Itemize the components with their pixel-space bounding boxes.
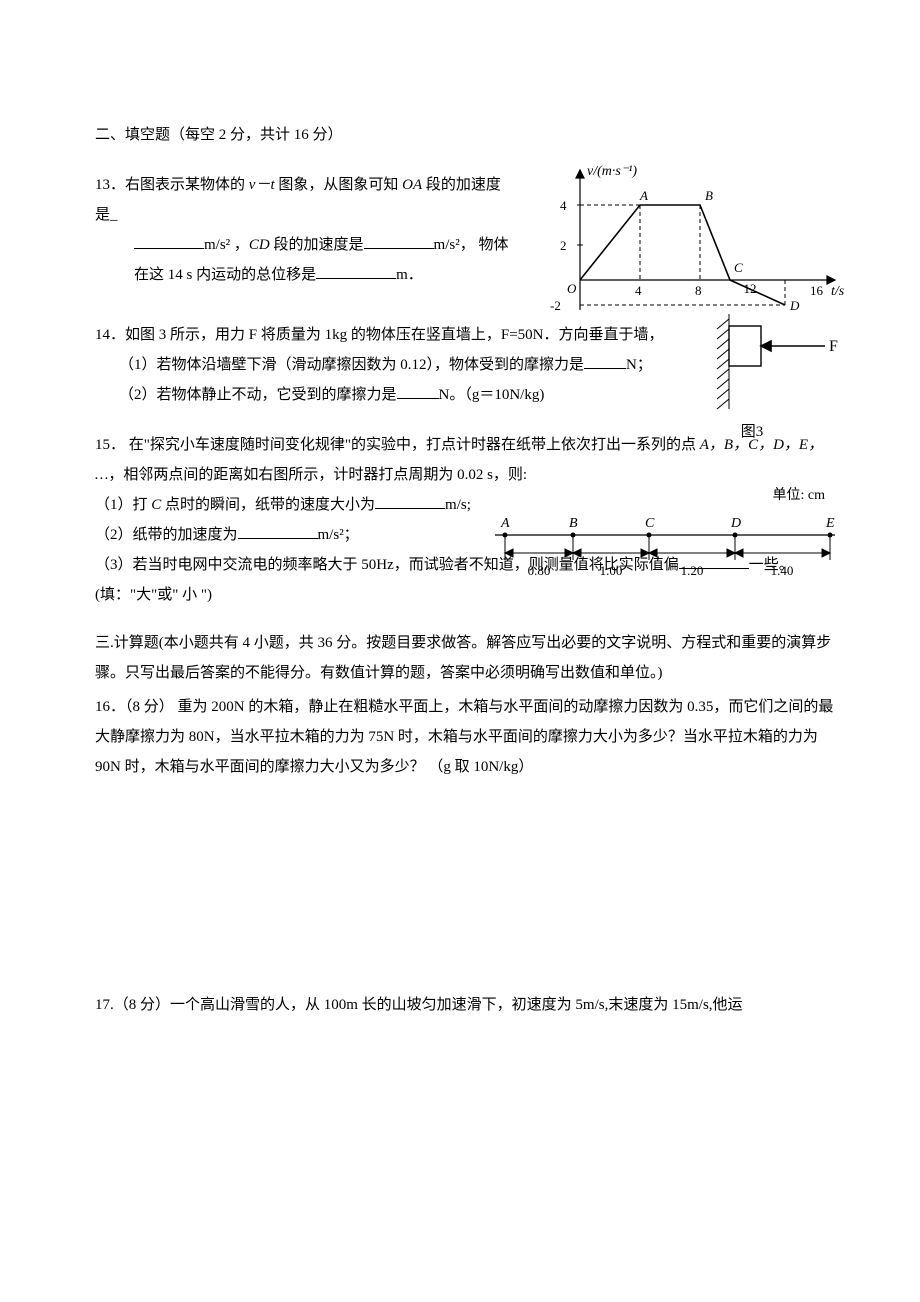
xtick-4: 4 bbox=[635, 283, 642, 298]
vt-chart: 4 2 -2 4 8 12 16 bbox=[535, 160, 855, 330]
q14-s2u: N。（g＝10N/kg) bbox=[439, 387, 545, 403]
question-16: 16．（8 分） 重为 200N 的木箱，静止在粗糙水平面上，木箱与水平面间的动… bbox=[95, 692, 835, 782]
tape-A: A bbox=[500, 516, 510, 531]
tape-figure: 单位: cm A B C D E bbox=[485, 485, 845, 585]
xlabel: t/s bbox=[831, 284, 845, 299]
dist-bc: 1.00 bbox=[600, 563, 623, 578]
section3-title: 三.计算题(本小题共有 4 小题，共 36 分。按题目要求做答。解答应写出必要的… bbox=[95, 628, 835, 688]
pt-A: A bbox=[639, 188, 648, 203]
q15-num: 15． bbox=[95, 437, 125, 453]
section3-text: 三.计算题(本小题共有 4 小题，共 36 分。按题目要求做答。解答应写出必要的… bbox=[95, 635, 831, 681]
q13-line2: m/s² ，CD 段的加速度是m/s²， 物体在这 14 s 内运动的总位移是m… bbox=[95, 230, 515, 290]
question-15: 15． 在"探究小车速度随时间变化规律"的实验中，打点计时器在纸带上依次打出一系… bbox=[95, 430, 835, 610]
work-space bbox=[95, 800, 835, 990]
q17-num: 17. bbox=[95, 997, 114, 1013]
pt-D: D bbox=[789, 298, 800, 313]
blank bbox=[134, 233, 204, 249]
q14-sub1: （1）若物体沿墙壁下滑（滑动摩擦因数为 0.12），物体受到的摩擦力是 N； bbox=[95, 350, 695, 380]
question-14: 14．如图 3 所示，用力 F 将质量为 1kg 的物体压在竖直墙上，F=50N… bbox=[95, 320, 835, 410]
page: 二、填空题（每空 2 分，共计 16 分） 13．右图表示某物体的 v－t 图象… bbox=[0, 0, 920, 1302]
q15-ta: 在"探究小车速度随时间变化规律"的实验中，打点计时器在纸带上依次打出一系列的点 bbox=[125, 437, 700, 453]
ytick-4: 4 bbox=[560, 198, 567, 213]
blank bbox=[397, 383, 439, 399]
q16-pts: （8 分） bbox=[125, 699, 174, 715]
wall-figure: F 图3 bbox=[707, 314, 847, 444]
q13-td: 段的加速度是 bbox=[270, 237, 364, 253]
q15-s1a: （1）打 bbox=[95, 497, 151, 513]
q13-ta: 右图表示某物体的 bbox=[125, 177, 249, 193]
q15-s1b: 点时的瞬间，纸带的速度大小为 bbox=[161, 497, 375, 513]
xtick-16: 16 bbox=[810, 283, 824, 298]
blank bbox=[584, 353, 626, 369]
q17-pts: （8 分） bbox=[114, 997, 170, 1013]
tape-D: D bbox=[730, 516, 741, 531]
q13-oa: OA bbox=[402, 177, 422, 193]
q15-s1c: C bbox=[151, 497, 161, 513]
q15-s1u: m/s; bbox=[445, 497, 471, 513]
F-label: F bbox=[829, 338, 838, 355]
q14-s1u: N； bbox=[626, 357, 652, 373]
q14-s1: （1）若物体沿墙壁下滑（滑动摩擦因数为 0.12），物体受到的摩擦力是 bbox=[119, 357, 584, 373]
ylabel: v/(m·s⁻¹) bbox=[587, 164, 637, 179]
q15-s2a: （2）纸带的加速度为 bbox=[95, 527, 238, 543]
section2-title: 二、填空题（每空 2 分，共计 16 分） bbox=[95, 120, 835, 150]
xtick-8: 8 bbox=[695, 283, 702, 298]
dist-ab: 0.80 bbox=[528, 563, 551, 578]
pt-B: B bbox=[705, 188, 713, 203]
question-17: 17.（8 分）一个高山滑雪的人，从 100m 长的山坡匀加速滑下，初速度为 5… bbox=[95, 990, 835, 1020]
question-13: 13．右图表示某物体的 v－t 图象，从图象可知 OA 段的加速度是_ m/s²… bbox=[95, 170, 835, 290]
section2-title-text: 二、填空题（每空 2 分，共计 16 分） bbox=[95, 127, 343, 143]
q13-u1: m/s² ， bbox=[204, 237, 249, 253]
q14-text-block: 14．如图 3 所示，用力 F 将质量为 1kg 的物体压在竖直墙上，F=50N… bbox=[95, 320, 695, 410]
q16-text: 重为 200N 的木箱，静止在粗糙水平面上，木箱与水平面间的动摩擦力因数为 0.… bbox=[95, 699, 833, 775]
blank bbox=[364, 233, 434, 249]
q15-tb: ，相邻两点间的距离如右图所示，计时器打点周期为 0.02 s，则: bbox=[108, 467, 527, 483]
q14-num: 14． bbox=[95, 327, 125, 343]
blank bbox=[316, 263, 396, 279]
q13-cd: CD bbox=[249, 237, 270, 253]
q13-num: 13． bbox=[95, 177, 125, 193]
q17-text: 一个高山滑雪的人，从 100m 长的山坡匀加速滑下，初速度为 5m/s,末速度为… bbox=[170, 997, 743, 1013]
pt-C: C bbox=[734, 260, 743, 275]
q15-sub1: （1）打 C 点时的瞬间，纸带的速度大小为 m/s; bbox=[95, 490, 485, 520]
dist-cd: 1.20 bbox=[681, 563, 704, 578]
q14-s2: （2）若物体静止不动，它受到的摩擦力是 bbox=[119, 387, 397, 403]
tape-unit: 单位: cm bbox=[773, 487, 826, 503]
q13-text-block: 13．右图表示某物体的 v－t 图象，从图象可知 OA 段的加速度是_ m/s²… bbox=[95, 170, 515, 290]
q13-vt: v－t bbox=[249, 177, 275, 193]
q13-u3: m． bbox=[396, 267, 423, 283]
tape-B: B bbox=[569, 516, 578, 531]
q16-num: 16． bbox=[95, 699, 125, 715]
tape-E: E bbox=[825, 516, 835, 531]
blank bbox=[375, 493, 445, 509]
pt-O: O bbox=[567, 281, 577, 296]
tape-C: C bbox=[645, 516, 655, 531]
q15-s2u: m/s²； bbox=[318, 527, 359, 543]
q14-sub2: （2）若物体静止不动，它受到的摩擦力是 N。（g＝10N/kg) bbox=[95, 380, 695, 410]
ytick-neg2: -2 bbox=[550, 298, 561, 313]
blank bbox=[238, 523, 318, 539]
dist-de: 1.40 bbox=[771, 563, 794, 578]
ytick-2: 2 bbox=[560, 238, 567, 253]
q14-ta: 如图 3 所示，用力 F 将质量为 1kg 的物体压在竖直墙上，F=50N．方向… bbox=[125, 327, 663, 343]
q13-tb: 图象，从图象可知 bbox=[275, 177, 403, 193]
